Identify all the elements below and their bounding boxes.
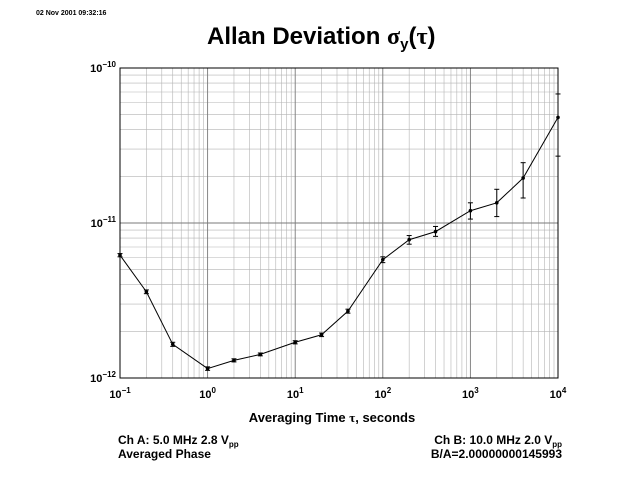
title-paren-open: ( [408,23,416,50]
x-tick-labels: 10−1 100 101 102 103 104 [109,386,567,401]
footer-left-line1-text: Ch A: 5.0 MHz 2.8 V [118,433,229,447]
y-tick-exponent: −12 [102,370,116,379]
data-point [205,366,210,371]
data-point [170,342,175,347]
x-tick-base: 10 [550,389,562,401]
y-tick-label: 10−11 [91,215,117,230]
timestamp: 02 Nov 2001 09:32:16 [36,10,107,17]
title-tau: τ [416,24,427,50]
error-bar [555,93,561,157]
data-point [118,253,122,257]
x-tick-base: 10 [287,389,299,401]
footer-left-line2: Averaged Phase [118,447,211,461]
footer-right-line2: B/A=2.00000000145993 [431,447,562,461]
chart-title: Allan Deviation σy(τ) [207,23,436,53]
data-point [319,332,324,337]
x-tick-exponent: 4 [562,386,567,395]
y-tick-exponent: −10 [102,60,116,69]
x-tick-label: 101 [287,386,304,401]
data-point [468,208,473,213]
data-point [521,176,525,180]
title-sigma: σ [387,24,400,50]
data-point [433,229,438,234]
x-axis-label: Averaging Time τ, seconds [249,410,415,425]
x-tick-base: 10 [109,389,121,401]
data-point [494,200,499,205]
series-line [119,117,559,370]
data-point [293,340,298,345]
footer-right-line1: Ch B: 10.0 MHz 2.0 Vpp [434,433,562,449]
error-bar [520,162,526,199]
data-point [144,289,149,294]
series-group [117,93,561,371]
x-axis-label-prefix: Averaging Time [249,410,349,425]
data-point [381,257,385,262]
x-tick-label: 102 [374,386,391,401]
x-tick-exponent: 1 [299,386,304,395]
x-tick-exponent: 2 [387,386,392,395]
x-axis-label-tau: τ [349,410,355,425]
plot-frame [119,67,559,379]
footer-right-line1-text: Ch B: 10.0 MHz 2.0 V [434,433,552,447]
title-text: Allan Deviation [207,23,387,50]
x-tick-label: 103 [462,386,479,401]
title-subscript: y [400,36,409,53]
x-tick-base: 10 [374,389,386,401]
x-tick-exponent: 0 [211,386,216,395]
data-point [346,309,350,313]
x-tick-exponent: 3 [474,386,479,395]
title-paren-close: ) [428,23,436,50]
data-point [258,352,263,357]
y-tick-label: 10−10 [90,60,116,75]
footer-left-line1: Ch A: 5.0 MHz 2.8 Vpp [118,433,239,449]
y-tick-base: 10 [91,218,103,230]
x-tick-label: 10−1 [109,386,131,401]
y-tick-base: 10 [90,373,102,385]
footer-left-line1-sub: pp [229,440,239,449]
y-tick-exponent: −11 [103,215,117,224]
data-point [556,115,560,120]
data-point [407,237,411,242]
x-axis-label-suffix: , seconds [355,410,415,425]
y-tick-base: 10 [90,63,102,75]
data-point [232,358,236,363]
x-tick-label: 100 [199,386,216,401]
x-tick-base: 10 [199,389,211,401]
x-tick-base: 10 [462,389,474,401]
x-tick-label: 104 [550,386,567,401]
footer-right-line1-sub: pp [552,440,562,449]
x-tick-exponent: −1 [122,386,132,395]
y-tick-label: 10−12 [90,370,116,385]
